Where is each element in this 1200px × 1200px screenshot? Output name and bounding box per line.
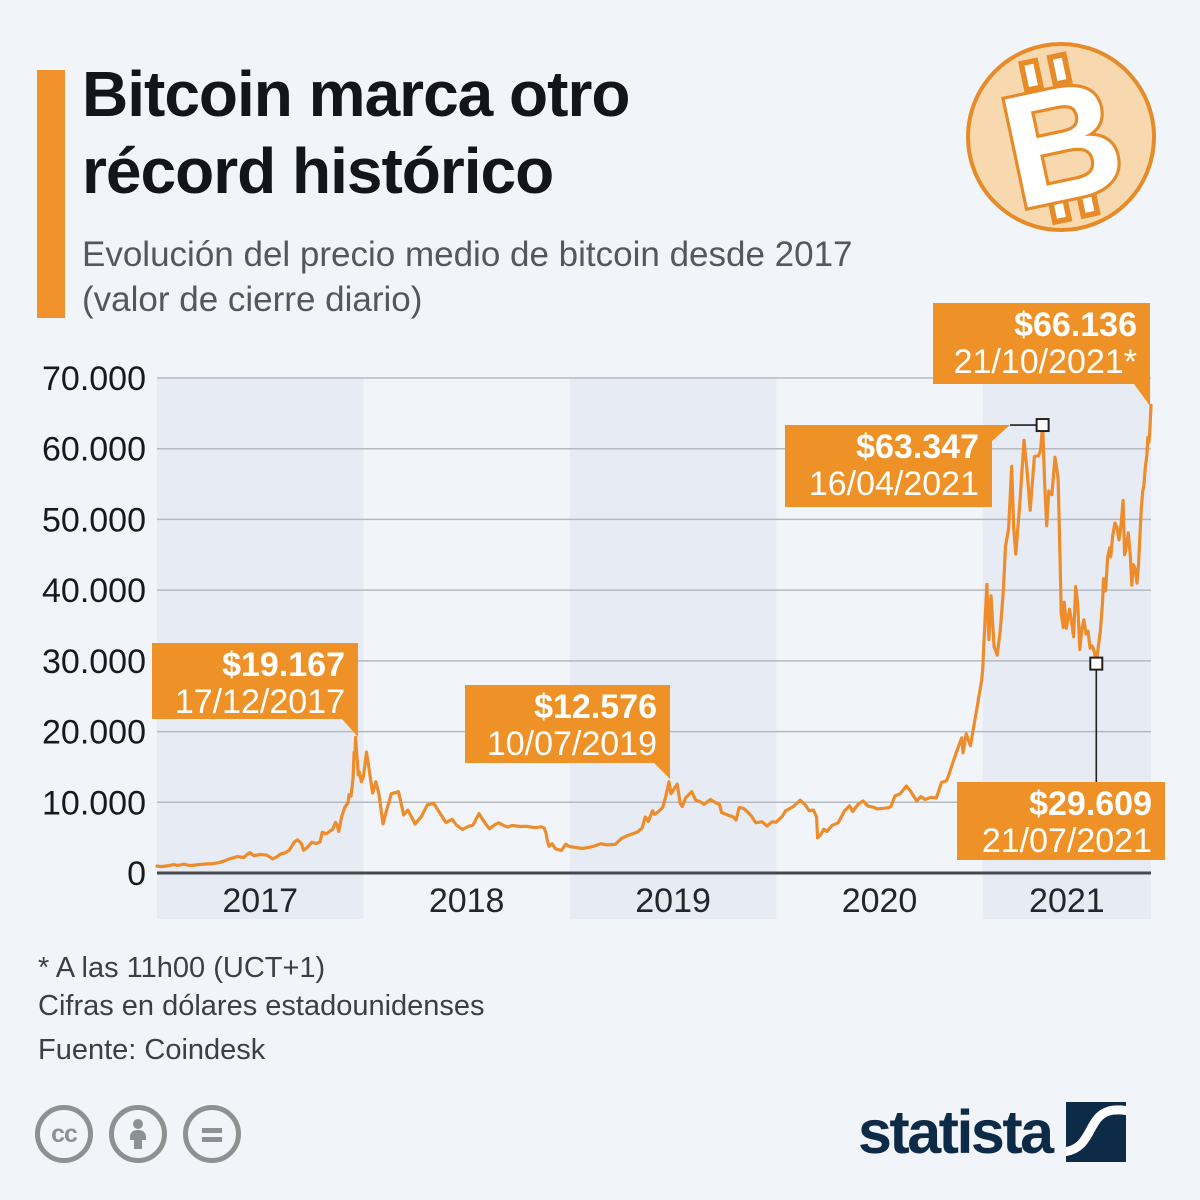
callout-peak-april-2021: $63.347 16/04/2021 <box>785 425 1010 507</box>
x-tick-label-2019: 2019 <box>635 882 711 920</box>
x-tick-label-2020: 2020 <box>842 882 918 920</box>
callout-record-october-2021: $66.136 21/10/2021* <box>933 303 1150 406</box>
bitcoin-logo-icon: B <box>966 42 1156 232</box>
y-tick-label-40.000: 40.000 <box>42 572 146 610</box>
y-tick-label-70.000: 70.000 <box>42 360 146 398</box>
callout-date: 21/07/2021 <box>981 822 1152 860</box>
callout-date: 21/10/2021* <box>953 343 1137 381</box>
page-subtitle: Evolución del precio medio de bitcoin de… <box>82 232 853 322</box>
subtitle-line-2: (valor de cierre diario) <box>82 280 423 319</box>
footnote-currency: Cifras en dólares estadounidenses <box>38 990 485 1022</box>
chart-band-2019 <box>569 378 777 919</box>
cc-by-icon <box>109 1105 167 1163</box>
cc-nd-icon <box>183 1105 241 1163</box>
x-tick-label-2018: 2018 <box>429 882 505 920</box>
footnote-time: * A las 11h00 (UCT+1) <box>38 952 326 984</box>
x-tick-label-2021: 2021 <box>1029 882 1105 920</box>
callout-value: $29.609 <box>1029 785 1152 823</box>
cc-license-icons: cc <box>35 1105 241 1163</box>
y-tick-label-30.000: 30.000 <box>42 643 146 681</box>
callout-value: $66.136 <box>1014 306 1137 344</box>
y-tick-label-0: 0 <box>127 855 146 893</box>
subtitle-line-1: Evolución del precio medio de bitcoin de… <box>82 235 853 274</box>
y-tick-label-60.000: 60.000 <box>42 431 146 469</box>
data-point-marker-1 <box>1089 656 1104 671</box>
cc-icon: cc <box>35 1105 93 1163</box>
y-tick-label-50.000: 50.000 <box>42 501 146 539</box>
x-tick-label-2017: 2017 <box>222 882 298 920</box>
data-point-marker-0 <box>1035 418 1050 433</box>
accent-bar <box>37 70 65 318</box>
statista-mark-icon <box>1065 1102 1126 1162</box>
callout-low-july-2021: $29.609 21/07/2021 <box>957 782 1165 860</box>
title-line-1: Bitcoin marca otro <box>82 58 630 130</box>
price-line <box>155 403 1153 869</box>
bitcoin-symbol: B <box>984 46 1141 228</box>
statista-logo: statista <box>858 1098 1126 1166</box>
page-title: Bitcoin marca otro récord histórico <box>82 56 630 210</box>
title-line-2: récord histórico <box>82 135 554 207</box>
statista-wordmark: statista <box>858 1098 1054 1166</box>
source-note: Fuente: Coindesk <box>38 1034 266 1066</box>
callout-date: 17/12/2017 <box>174 683 345 721</box>
callout-value: $12.576 <box>534 688 657 726</box>
callout-peak-2019: $12.576 10/07/2019 <box>465 685 670 779</box>
y-tick-label-10.000: 10.000 <box>42 784 146 822</box>
y-tick-label-20.000: 20.000 <box>42 714 146 752</box>
callout-value: $19.167 <box>222 646 345 684</box>
callout-value: $63.347 <box>856 428 979 466</box>
callout-date: 10/07/2019 <box>486 725 657 763</box>
callout-date: 16/04/2021 <box>808 465 979 503</box>
callout-peak-2017: $19.167 17/12/2017 <box>152 643 358 737</box>
